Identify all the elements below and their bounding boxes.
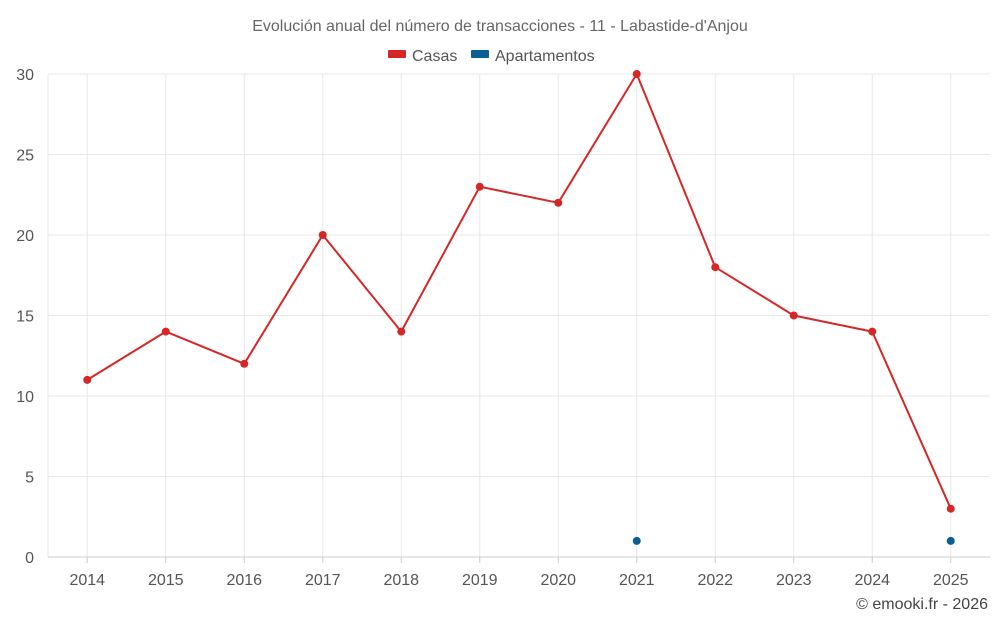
data-point-casas [240, 359, 249, 368]
x-tick-label: 2018 [383, 572, 419, 589]
y-tick-label: 25 [16, 148, 34, 165]
data-point-casas [161, 327, 170, 336]
chart-title: Evolución anual del número de transaccio… [252, 18, 748, 35]
y-tick-label: 15 [16, 309, 34, 326]
series-casas [83, 70, 955, 513]
data-point-casas [868, 327, 877, 336]
series-apartamentos [632, 536, 955, 545]
legend-label-casas: Casas [412, 48, 457, 65]
series-line-casas [86, 73, 952, 510]
legend-item-casas[interactable]: Casas [388, 48, 457, 65]
y-tick-label: 5 [25, 470, 34, 487]
y-axis: 0 5 10 15 20 25 30 [16, 67, 34, 567]
x-axis: 2014 2015 2016 2017 2018 2019 2020 2021 2022 2023… [48, 556, 990, 589]
y-tick-label: 0 [25, 550, 34, 567]
y-tick-label: 30 [16, 67, 34, 84]
grid [47, 73, 990, 558]
x-tick-label: 2025 [933, 572, 969, 589]
data-point-casas [632, 70, 641, 78]
x-tick-label: 2024 [854, 572, 890, 589]
data-point-casas [318, 231, 327, 239]
x-tick-label: 2023 [776, 572, 812, 589]
data-point-apartamentos [946, 536, 955, 545]
legend-label-apartamentos: Apartamentos [495, 48, 595, 65]
data-point-casas [475, 182, 484, 191]
y-tick-label: 20 [16, 228, 34, 245]
legend-item-apartamentos[interactable]: Apartamentos [471, 48, 595, 65]
x-tick-label: 2020 [540, 572, 576, 589]
data-point-casas [397, 327, 406, 336]
legend-swatch-apartamentos [471, 50, 489, 58]
data-point-casas [711, 263, 720, 272]
data-point-casas [83, 375, 92, 384]
y-tick-label: 10 [16, 389, 34, 406]
data-point-apartamentos [632, 536, 641, 545]
legend: Casas Apartamentos [388, 48, 595, 65]
series [83, 70, 955, 545]
x-tick-label: 2015 [148, 572, 184, 589]
x-tick-label: 2014 [69, 572, 105, 589]
data-point-casas [946, 504, 955, 513]
data-point-casas [554, 198, 563, 207]
x-tick-label: 2021 [619, 572, 655, 589]
x-tick-label: 2019 [462, 572, 498, 589]
credit-text: © emooki.fr - 2026 [856, 596, 988, 613]
data-point-casas [789, 311, 798, 320]
x-tick-label: 2022 [697, 572, 733, 589]
x-tick-label: 2017 [305, 572, 341, 589]
legend-swatch-casas [388, 50, 406, 58]
x-tick-label: 2016 [226, 572, 262, 589]
